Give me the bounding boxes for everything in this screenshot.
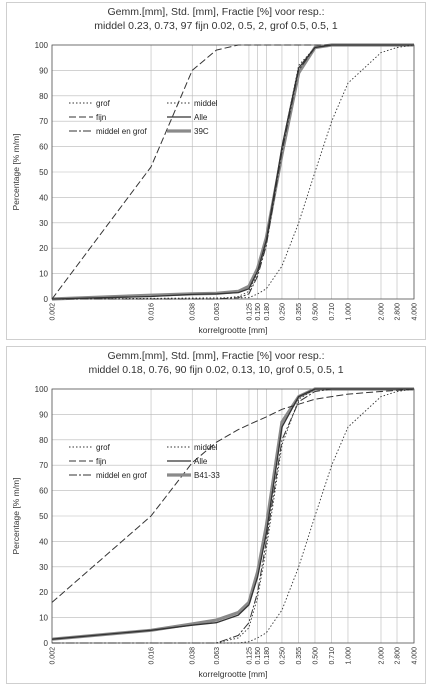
chart-panel-bottom: Gemm.[mm], Std. [mm], Fractie [%] voor r… (6, 346, 426, 684)
x-tick-label: 1.000 (345, 303, 352, 321)
legend-label: grof (96, 443, 111, 452)
y-tick-label: 0 (44, 295, 49, 304)
x-tick-label: 0.038 (190, 303, 197, 321)
legend-label: 39C (194, 127, 209, 136)
x-tick-label: 0.250 (279, 303, 286, 321)
legend-label: B41-33 (194, 471, 220, 480)
y-tick-label: 40 (39, 193, 48, 202)
series-line-middel-en-grof (52, 388, 414, 644)
y-tick-label: 70 (39, 461, 48, 470)
legend-label: middel (194, 443, 218, 452)
y-tick-label: 30 (39, 219, 48, 228)
x-tick-label: 0.038 (190, 647, 197, 665)
x-tick-label: 0.710 (329, 303, 336, 321)
x-tick-label: 0.125 (246, 303, 253, 321)
x-tick-label: 0.002 (50, 303, 57, 321)
legend-label: Alle (194, 457, 208, 466)
x-tick-label: 0.500 (312, 303, 319, 321)
series-line-fijn (51, 388, 415, 603)
x-tick-label: 0.150 (255, 647, 262, 665)
x-tick-label: 0.063 (214, 647, 221, 665)
chart-svg-bottom: 0 10 20 30 40 50 60 70 80 90 100 0.002 0.016 0.038 0.0… (11, 385, 419, 679)
plot-frame (51, 44, 415, 300)
x-tick-label: 0.002 (50, 647, 57, 665)
chart-title-line2: middel 0.23, 0.73, 97 fijn 0.02, 0.5, 2,… (94, 20, 338, 32)
chart-title-line1: Gemm.[mm], Std. [mm], Fractie [%] voor r… (107, 350, 325, 362)
x-tick-label: 0.500 (312, 647, 319, 665)
y-tick-label: 0 (44, 639, 49, 648)
series-line-middel-en-grof (52, 44, 414, 300)
x-tick-label: 2.800 (395, 647, 402, 665)
legend-label: fijn (96, 113, 106, 122)
legend-label: middel (194, 99, 218, 108)
y-tick-label: 90 (39, 410, 48, 419)
y-axis-label: Percentage [% m/m] (11, 133, 21, 210)
series-line-fijn (51, 44, 414, 300)
series-line-b41-33 (51, 387, 414, 641)
x-tick-label: 4.000 (412, 303, 419, 321)
series-line-grof (52, 388, 415, 644)
x-tick-label: 0.063 (214, 303, 221, 321)
y-tick-label: 80 (39, 92, 48, 101)
y-tick-label: 100 (35, 385, 49, 394)
y-axis-label: Percentage [% m/m] (11, 477, 21, 554)
x-tick-label: 1.000 (345, 647, 352, 665)
y-tick-label: 40 (39, 537, 48, 546)
x-tick-label: 0.016 (149, 303, 156, 321)
x-tick-label: 2.800 (395, 303, 402, 321)
x-tick-label: 0.180 (264, 647, 271, 665)
y-tick-label: 90 (39, 66, 48, 75)
y-tick-label: 10 (39, 270, 48, 279)
y-tick-label: 20 (39, 244, 48, 253)
y-tick-label: 100 (35, 41, 49, 50)
chart-title-line2: middel 0.18, 0.76, 90 fijn 0.02, 0.13, 1… (88, 364, 344, 376)
x-axis-label: korrelgrootte [mm] (199, 669, 268, 679)
x-tick-label: 0.710 (329, 647, 336, 665)
x-tick-label: 2.000 (378, 647, 385, 665)
legend-label: fijn (96, 457, 106, 466)
x-tick-label: 4.000 (412, 647, 419, 665)
y-tick-label: 80 (39, 436, 48, 445)
x-tick-label: 0.125 (246, 647, 253, 665)
series-line-middel (52, 388, 414, 644)
legend-label: middel en grof (96, 471, 147, 480)
y-tick-label: 70 (39, 117, 48, 126)
x-tick-label: 0.355 (296, 647, 303, 665)
y-tick-label: 20 (39, 588, 48, 597)
x-tick-label: 0.180 (264, 303, 271, 321)
legend-label: Alle (194, 113, 208, 122)
y-tick-label: 10 (39, 614, 48, 623)
x-axis-label: korrelgrootte [mm] (199, 325, 268, 335)
chart-panel-top: Gemm.[mm], Std. [mm], Fractie [%] voor r… (6, 2, 426, 340)
legend-label: grof (96, 99, 111, 108)
x-tick-label: 0.355 (296, 303, 303, 321)
legend-label: middel en grof (96, 127, 147, 136)
y-tick-label: 60 (39, 143, 48, 152)
x-tick-label: 2.000 (378, 303, 385, 321)
plot-frame (51, 388, 415, 644)
x-tick-label: 0.016 (149, 647, 156, 665)
y-tick-label: 60 (39, 487, 48, 496)
y-tick-label: 30 (39, 563, 48, 572)
y-tick-label: 50 (39, 512, 48, 521)
chart-svg-top: 0 10 20 30 40 50 60 70 80 90 100 0.002 0.016 0.038 0.0… (11, 41, 419, 335)
chart-title-line1: Gemm.[mm], Std. [mm], Fractie [%] voor r… (107, 6, 325, 18)
series-line-alle (51, 388, 414, 640)
x-tick-label: 0.250 (279, 647, 286, 665)
x-tick-label: 0.150 (255, 303, 262, 321)
y-tick-label: 50 (39, 168, 48, 177)
